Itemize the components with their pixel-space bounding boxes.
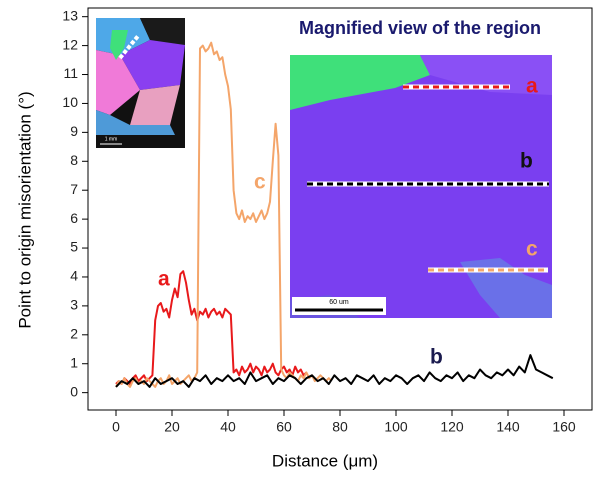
y-tick-label: 2 bbox=[70, 326, 78, 342]
x-tick-label: 140 bbox=[496, 419, 520, 435]
y-tick-label: 12 bbox=[62, 36, 78, 52]
x-tick-label: 80 bbox=[332, 419, 348, 435]
y-tick-label: 6 bbox=[70, 210, 78, 226]
y-tick-label: 0 bbox=[70, 383, 78, 399]
y-tick-label: 8 bbox=[70, 152, 78, 168]
series-line bbox=[115, 270, 308, 385]
y-tick-label: 13 bbox=[62, 7, 78, 23]
overview-scale-label: 1 mm bbox=[105, 136, 118, 142]
x-tick-label: 120 bbox=[440, 419, 464, 435]
inset-grain bbox=[290, 55, 430, 110]
y-tick-label: 1 bbox=[70, 354, 78, 370]
overview-grain bbox=[96, 110, 175, 135]
series-line bbox=[115, 354, 554, 388]
inset-grain bbox=[420, 55, 552, 95]
x-tick-label: 40 bbox=[220, 419, 236, 435]
inset-label: a bbox=[526, 75, 538, 98]
y-tick-label: 11 bbox=[63, 65, 78, 81]
x-tick-label: 60 bbox=[276, 419, 292, 435]
y-tick-label: 4 bbox=[70, 268, 78, 284]
y-tick-label: 7 bbox=[70, 181, 78, 197]
inset-label: b bbox=[520, 150, 533, 173]
curve-label: a bbox=[158, 268, 170, 291]
inset-grain bbox=[460, 258, 552, 318]
x-tick-label: 0 bbox=[112, 419, 120, 435]
y-tick-label: 10 bbox=[62, 94, 78, 110]
y-tick-label: 3 bbox=[70, 297, 78, 313]
overview-grain bbox=[96, 50, 140, 115]
x-tick-label: 100 bbox=[384, 419, 408, 435]
scale-bar-label: 60 um bbox=[329, 299, 349, 306]
curves bbox=[115, 41, 554, 388]
overview-image: 1 mm bbox=[96, 18, 185, 148]
x-axis-label: Distance (μm) bbox=[272, 451, 378, 470]
overview-grain bbox=[140, 18, 185, 45]
x-tick-label: 20 bbox=[164, 419, 180, 435]
y-tick-label: 9 bbox=[70, 123, 78, 139]
overview-grain bbox=[130, 85, 180, 125]
inset-image: 60 um a b c bbox=[290, 55, 552, 318]
overview-grain bbox=[120, 40, 185, 90]
inset-title: Magnified view of the region bbox=[299, 18, 541, 38]
y-tick-label: 5 bbox=[70, 239, 78, 255]
overview-grain bbox=[110, 30, 128, 60]
curve-label: b bbox=[430, 346, 443, 369]
y-axis-label: Point to origin misorientation (°) bbox=[15, 91, 34, 328]
overview-arrow bbox=[118, 34, 140, 60]
curve-label: c bbox=[254, 171, 266, 194]
x-tick-label: 160 bbox=[552, 419, 576, 435]
inset-label: c bbox=[526, 238, 538, 261]
